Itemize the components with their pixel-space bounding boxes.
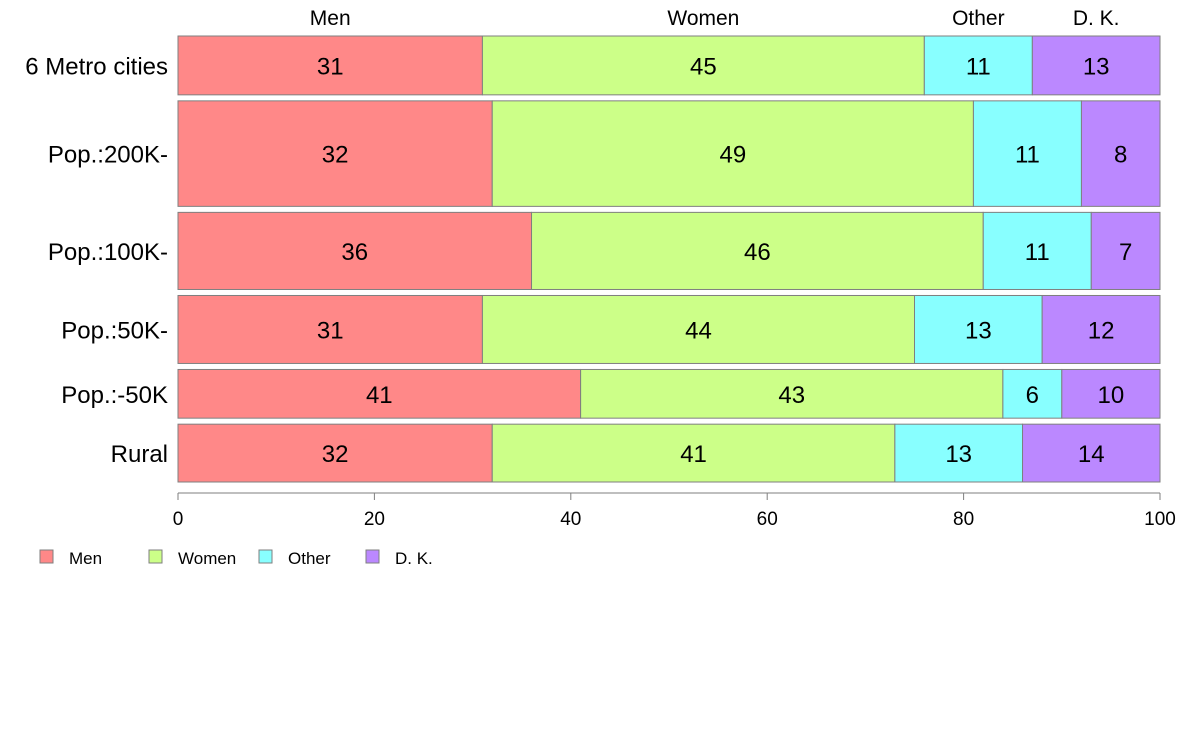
value-label: 49 <box>719 142 746 169</box>
bar-segment <box>580 368 1004 419</box>
x-axis: 0 20 40 60 80 100 <box>173 492 1176 530</box>
legend-swatch <box>365 549 380 564</box>
bar-segment <box>531 211 984 290</box>
bar-segment <box>177 368 582 419</box>
legend-item: Other <box>258 549 331 568</box>
value-label: 46 <box>744 239 771 266</box>
bar-segment <box>491 423 896 483</box>
legend-item: D. K. <box>365 549 433 568</box>
bar-segment <box>914 294 1043 364</box>
legend-label: D. K. <box>395 549 433 568</box>
value-label: 31 <box>317 53 344 80</box>
bar-segment <box>972 100 1082 207</box>
segment-header-labels: Men Women Other D. K. <box>310 7 1120 30</box>
value-label: 13 <box>945 441 972 468</box>
category-label: Pop.:50K- <box>61 317 168 344</box>
value-label: 11 <box>1015 142 1040 169</box>
category-label: Rural <box>111 441 168 468</box>
value-label: 31 <box>317 317 344 344</box>
bar-segment <box>1031 35 1161 96</box>
value-label: 36 <box>341 239 368 266</box>
bar-segment <box>923 35 1033 96</box>
bar-segment <box>177 211 533 290</box>
legend-label: Women <box>178 549 236 568</box>
bar-segment <box>177 423 493 483</box>
legend-label: Men <box>69 549 102 568</box>
value-label: 32 <box>322 441 349 468</box>
x-tick-label: 40 <box>560 509 581 530</box>
value-label: 11 <box>1025 239 1050 266</box>
value-label: 44 <box>685 317 712 344</box>
legend-swatch <box>148 549 163 564</box>
value-label: 7 <box>1119 239 1132 266</box>
bar-segment <box>491 100 974 207</box>
legend-swatch <box>39 549 54 564</box>
segment-header-label: Other <box>952 7 1005 30</box>
value-label: 32 <box>322 142 349 169</box>
bar-segment <box>481 35 925 96</box>
legend: Men Women Other D. K. <box>39 549 433 568</box>
x-tick-label: 0 <box>173 509 184 530</box>
value-label: 8 <box>1114 142 1127 169</box>
bar-segment <box>1090 211 1161 290</box>
category-label: 6 Metro cities <box>25 53 168 80</box>
bar-row: 36 46 11 7 Pop.:100K- <box>48 211 1161 290</box>
x-tick-label: 100 <box>1144 509 1176 530</box>
bar-segment <box>894 423 1024 483</box>
bar-segment <box>481 294 915 364</box>
x-tick-label: 80 <box>953 509 974 530</box>
segment-header-label: D. K. <box>1073 7 1120 30</box>
value-label: 6 <box>1026 382 1039 409</box>
bar-segment <box>177 294 483 364</box>
bar-segment <box>177 35 483 96</box>
bar-segment <box>1041 294 1161 364</box>
value-label: 12 <box>1088 317 1115 344</box>
category-label: Pop.:200K- <box>48 142 168 169</box>
bar-segment <box>1061 368 1161 419</box>
bar-row: 32 49 11 8 Pop.:200K- <box>48 100 1161 207</box>
x-tick-label: 60 <box>757 509 778 530</box>
category-label: Pop.:-50K <box>61 382 168 409</box>
category-label: Pop.:100K- <box>48 239 168 266</box>
x-tick-label: 20 <box>364 509 385 530</box>
segment-header-label: Men <box>310 7 351 30</box>
legend-swatch <box>258 549 273 564</box>
value-label: 10 <box>1098 382 1125 409</box>
bar-segment <box>1002 368 1063 419</box>
value-label: 11 <box>966 53 991 80</box>
value-label: 14 <box>1078 441 1105 468</box>
value-label: 13 <box>965 317 992 344</box>
legend-label: Other <box>288 549 331 568</box>
value-label: 41 <box>680 441 707 468</box>
value-label: 13 <box>1083 53 1110 80</box>
bar-row: 41 43 6 10 Pop.:-50K <box>61 368 1161 419</box>
bar-row: 31 44 13 12 Pop.:50K- <box>61 294 1161 364</box>
legend-item: Men <box>39 549 102 568</box>
bar-row: 32 41 13 14 Rural <box>111 423 1161 483</box>
value-label: 43 <box>778 382 805 409</box>
legend-item: Women <box>148 549 236 568</box>
value-label: 45 <box>690 53 717 80</box>
value-label: 41 <box>366 382 393 409</box>
bar-row: 31 45 11 13 6 Metro cities <box>25 35 1161 96</box>
bar-segment <box>1080 100 1161 207</box>
bar-segment <box>177 100 493 207</box>
segment-header-label: Women <box>667 7 739 30</box>
bar-segment <box>1022 423 1161 483</box>
